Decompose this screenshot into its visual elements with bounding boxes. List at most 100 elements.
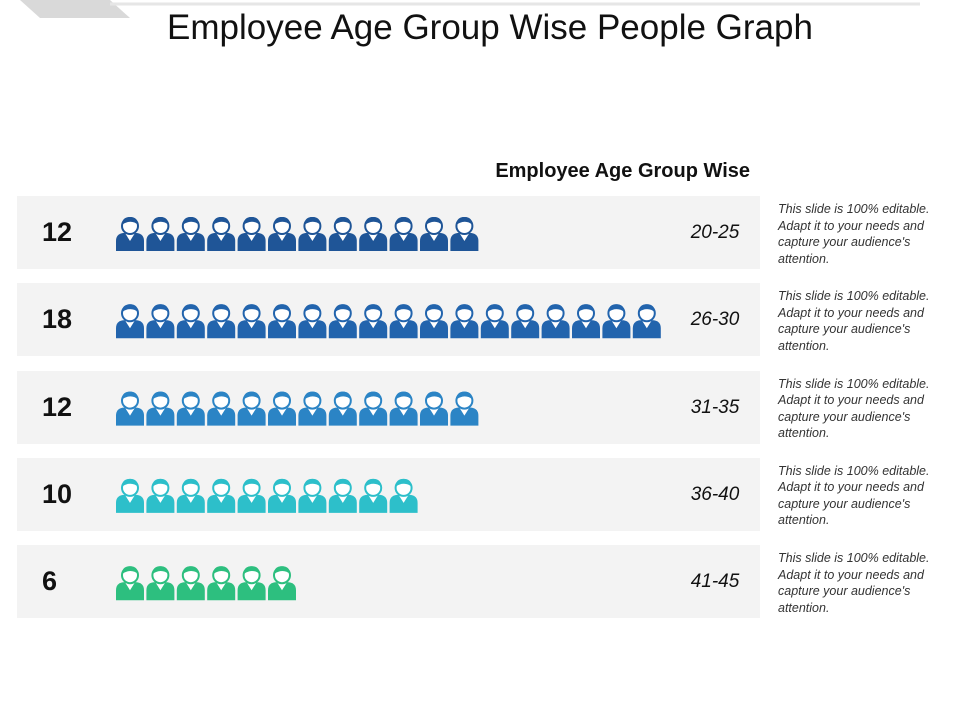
person-icon	[207, 304, 236, 339]
person-icon	[146, 217, 175, 251]
icon-collar	[429, 407, 439, 416]
person-icon	[328, 391, 357, 426]
icon-body	[237, 494, 266, 513]
person-icon	[389, 304, 418, 339]
icon-body	[450, 320, 479, 339]
icon-body	[359, 320, 388, 339]
icon-body	[602, 320, 631, 339]
icon-body	[389, 320, 418, 339]
icon-body	[389, 233, 418, 251]
person-icon	[116, 391, 144, 426]
icon-body	[116, 407, 144, 426]
icon-hair	[395, 217, 412, 225]
icon-hair	[304, 304, 321, 313]
person-icon	[450, 217, 479, 251]
icon-body	[176, 494, 205, 513]
icon-body	[359, 407, 388, 426]
person-icon	[268, 217, 296, 251]
person-icon	[359, 391, 388, 426]
person-icon	[268, 566, 296, 601]
icon-body	[328, 233, 357, 251]
icon-hair	[304, 391, 321, 400]
icon-body	[632, 320, 661, 339]
icon-collar	[459, 233, 470, 241]
icon-collar	[398, 407, 409, 416]
person-icon	[480, 304, 509, 339]
category-label: 31-35	[690, 396, 740, 418]
person-icon	[237, 478, 266, 513]
person-icon	[207, 391, 236, 426]
chart-title: Employee Age Group Wise People Graph	[167, 8, 813, 47]
icon-collar	[125, 233, 135, 241]
icon-body	[207, 320, 236, 339]
icon-hair	[182, 217, 199, 225]
icon-hair	[213, 478, 230, 487]
value-label: 18	[42, 304, 73, 335]
icon-body	[298, 494, 327, 513]
person-icon	[116, 478, 144, 513]
person-icon	[328, 304, 357, 339]
icon-body	[298, 233, 327, 251]
icon-hair	[243, 391, 260, 400]
icon-collar	[307, 233, 318, 241]
person-icon	[420, 304, 448, 339]
person-icon	[146, 566, 175, 601]
icon-collar	[216, 582, 227, 591]
icon-collar	[277, 582, 287, 591]
person-icon	[268, 391, 296, 426]
icon-hair	[122, 478, 138, 487]
person-icon	[359, 217, 388, 251]
row-background	[17, 283, 760, 357]
icon-collar	[550, 320, 561, 329]
icon-hair	[274, 217, 290, 225]
person-icon	[359, 304, 388, 339]
icon-collar	[246, 320, 257, 329]
icon-collar	[307, 407, 318, 416]
person-icon	[632, 304, 661, 339]
icon-hair	[334, 304, 351, 313]
icon-collar	[368, 320, 379, 329]
person-icon	[116, 217, 144, 251]
icon-hair	[243, 478, 260, 487]
icon-body	[420, 320, 448, 339]
icon-collar	[277, 320, 287, 329]
person-icon	[450, 391, 479, 426]
icon-collar	[307, 494, 318, 503]
icon-collar	[155, 494, 166, 503]
icon-hair	[547, 304, 564, 313]
icon-hair	[213, 217, 230, 225]
icon-hair	[426, 304, 442, 313]
icon-collar	[216, 494, 227, 503]
icon-hair	[608, 304, 625, 313]
icon-hair	[365, 304, 382, 313]
icon-body	[480, 320, 509, 339]
chart-subtitle: Employee Age Group Wise	[495, 160, 750, 182]
icon-hair	[517, 304, 534, 313]
icon-hair	[365, 391, 382, 400]
person-icon	[298, 304, 327, 339]
icon-body	[359, 494, 388, 513]
icon-collar	[459, 407, 470, 416]
icon-hair	[122, 217, 138, 225]
person-icon	[116, 566, 144, 601]
icon-collar	[216, 407, 227, 416]
icon-collar	[337, 233, 348, 241]
icon-hair	[456, 217, 473, 225]
row-background	[17, 545, 760, 619]
icon-body	[511, 320, 540, 339]
icon-body	[268, 407, 296, 426]
icon-body	[176, 320, 205, 339]
icon-hair	[152, 391, 169, 400]
icon-hair	[213, 566, 230, 575]
icon-collar	[368, 494, 379, 503]
icon-collar	[185, 582, 196, 591]
icon-collar	[277, 407, 287, 416]
person-icon	[389, 391, 418, 426]
icon-collar	[520, 320, 531, 329]
icon-collar	[125, 494, 135, 503]
category-label: 20-25	[690, 222, 740, 243]
icon-hair	[274, 391, 290, 400]
icon-hair	[152, 478, 169, 487]
